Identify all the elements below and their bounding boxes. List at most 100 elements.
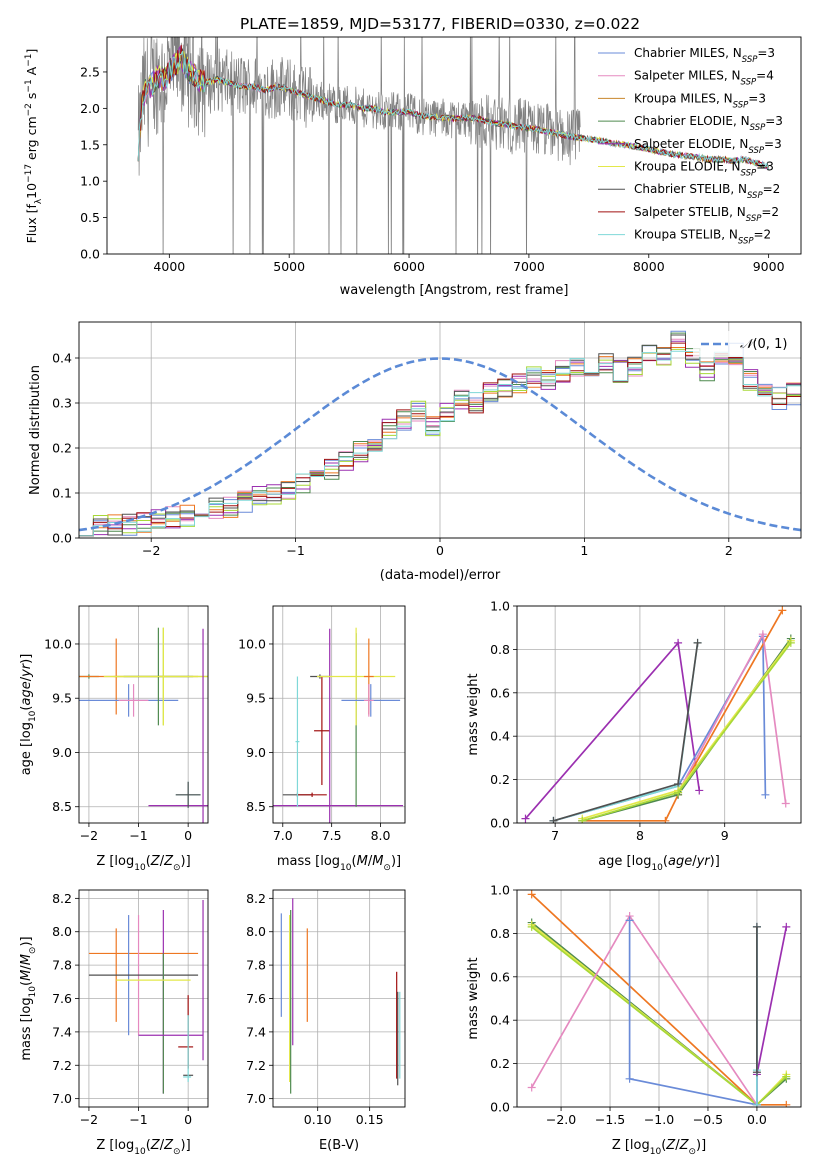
model-salpeter-stelib	[137, 44, 769, 169]
y-tick-label: 8.2	[52, 891, 72, 906]
y-tick-label: 0.2	[490, 772, 510, 787]
mass-weight-vs-age-frame	[516, 605, 802, 824]
x-tick-label: −2	[142, 543, 160, 558]
series-marker	[758, 630, 767, 639]
x-tick-label: 0	[184, 828, 192, 843]
x-tick-label: 0.15	[356, 1112, 384, 1127]
model-kroupa-stelib	[137, 50, 770, 170]
mass-vs-Z-plot-area	[88, 900, 204, 1094]
residuals-plot-area	[79, 330, 801, 537]
x-tick-label: 7.5	[322, 828, 342, 843]
age-vs-Z-frame	[78, 605, 209, 824]
x-tick-label: −0.5	[693, 1112, 723, 1127]
y-tick-label: 0.4	[490, 729, 510, 744]
y-tick-label: 7.8	[246, 958, 266, 973]
x-axis-label: E(B-V)	[319, 1138, 359, 1153]
series-marker	[549, 816, 558, 823]
x-tick-label: 9	[721, 828, 729, 843]
y-tick-label: 0.4	[490, 1013, 510, 1028]
series-marker	[625, 1074, 634, 1083]
y-axis-label: mass [log10(M/M⊙)]	[19, 936, 38, 1060]
mass-vs-EBV-plot-area	[280, 898, 401, 1094]
spectrum-data	[137, 37, 581, 254]
series-marker	[752, 1068, 761, 1077]
y-tick-label: 9.0	[246, 745, 266, 760]
series-marker	[752, 922, 761, 931]
age-vs-Z-axes: −2 −1 0 8.5 9.0 9.5 10.0 Z [log10(Z/Z⊙)] age [lo…	[19, 605, 209, 873]
spectrum-frame	[106, 36, 802, 255]
y-tick-label: 8.5	[246, 799, 266, 814]
series-marker	[782, 922, 791, 931]
y-tick-label: 8.0	[52, 924, 72, 939]
x-tick-label: −1.5	[595, 1112, 625, 1127]
y-tick-label: 2.0	[80, 101, 100, 116]
x-tick-label: 0.10	[304, 1112, 332, 1127]
series-marker	[761, 790, 770, 799]
y-tick-label: 1.0	[80, 174, 100, 189]
y-axis-label: mass weight	[466, 957, 481, 1039]
y-tick-label: 0.4	[52, 351, 72, 366]
y-tick-label: 8.2	[246, 891, 266, 906]
y-tick-label: 0.8	[490, 926, 510, 941]
y-tick-label: 7.8	[52, 958, 72, 973]
x-tick-label: 7	[551, 828, 559, 843]
x-tick-label: −2.0	[546, 1112, 576, 1127]
series-line	[582, 609, 784, 822]
y-tick-label: 1.0	[490, 599, 510, 614]
series-marker	[695, 786, 704, 795]
x-tick-label: 8.0	[371, 828, 391, 843]
residuals-axes: −2 −1 0 1 2 0.0 0.1 0.2 0.3 0.4 𝒩(0, 1) (data-model…	[28, 321, 802, 583]
series-marker	[625, 916, 634, 925]
y-tick-label: 7.4	[52, 1024, 72, 1039]
x-tick-label: −1	[286, 543, 304, 558]
x-tick-label: −2	[80, 1112, 98, 1127]
x-tick-label: 9000	[753, 259, 785, 274]
y-tick-label: 0.0	[52, 531, 72, 546]
age-vs-mass-frame	[272, 605, 406, 824]
x-tick-label: −2	[80, 828, 98, 843]
y-tick-label: 8.5	[52, 799, 72, 814]
y-tick-label: 7.6	[52, 991, 72, 1006]
y-axis-label: age [log10(age/yr)]	[19, 654, 38, 776]
age-vs-mass-axes: 7.0 7.5 8.0 8.5 9.0 9.5 10.0 mass [log10(M/M⊙)]	[238, 605, 406, 873]
x-tick-label: 5000	[273, 259, 305, 274]
series-marker	[527, 922, 536, 931]
y-axis-label: Normed distribution	[28, 365, 43, 495]
y-tick-label: 7.0	[52, 1091, 72, 1106]
series-marker	[752, 1100, 761, 1107]
y-tick-label: 0.8	[490, 642, 510, 657]
series-marker	[782, 1100, 791, 1107]
y-tick-label: 0.0	[80, 247, 100, 262]
mass-weight-vs-age-plot-area	[521, 606, 795, 823]
series-marker	[782, 1072, 791, 1081]
series-marker	[578, 816, 587, 823]
x-axis-label: wavelength [Angstrom, rest frame]	[340, 283, 569, 298]
series-marker	[661, 816, 670, 823]
x-tick-label: 8	[636, 828, 644, 843]
series-marker	[778, 606, 787, 615]
mass-weight-vs-Z-plot-area	[527, 890, 791, 1107]
y-tick-label: 9.0	[52, 745, 72, 760]
spectrum-plot-area	[137, 37, 770, 254]
y-tick-label: 0.3	[52, 396, 72, 411]
y-tick-label: 7.6	[246, 991, 266, 1006]
y-tick-label: 7.2	[246, 1058, 266, 1073]
series-marker	[781, 799, 790, 808]
mass-weight-vs-Z-axes: −2.0 −1.5 −1.0 −0.5 0.0 0.0 0.2 0.4 0.6 0.8 1.0 Z […	[466, 883, 802, 1157]
y-tick-label: 0.6	[490, 969, 510, 984]
y-tick-label: 1.0	[490, 883, 510, 898]
legend-bg	[693, 331, 793, 357]
series-marker	[527, 890, 536, 899]
x-axis-label: (data-model)/error	[380, 568, 501, 583]
y-tick-label: 7.4	[246, 1024, 266, 1039]
x-tick-label: −1	[129, 1112, 147, 1127]
x-axis-label: age [log10(age/yr)]	[598, 854, 720, 873]
y-tick-label: 0.2	[52, 441, 72, 456]
age-vs-Z-plot-area	[79, 627, 208, 823]
y-tick-label: 0.0	[490, 816, 510, 831]
x-tick-label: 0	[184, 1112, 192, 1127]
age-vs-mass-plot-area	[273, 627, 404, 823]
x-tick-label: 7000	[513, 259, 545, 274]
gaussian-curve	[79, 357, 801, 532]
